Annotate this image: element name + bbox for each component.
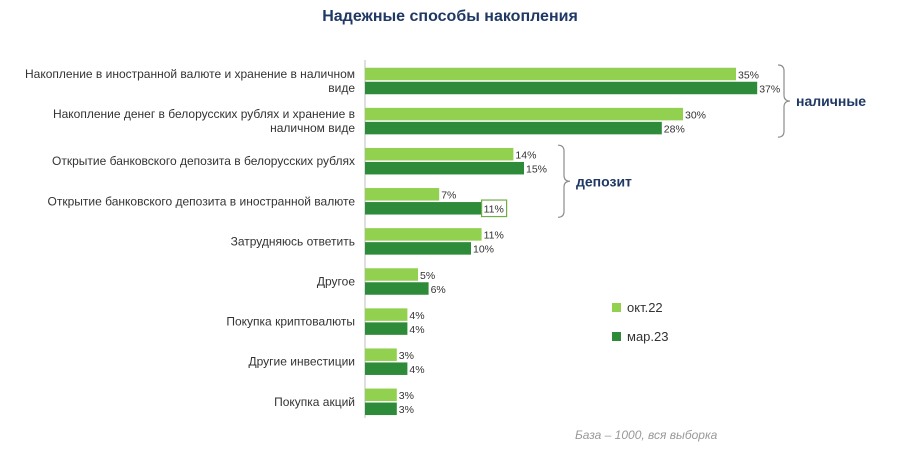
data-label: 7%	[441, 190, 456, 202]
data-label: 14%	[515, 149, 536, 161]
category-label: Другие инвестиции	[249, 355, 355, 369]
data-label: 5%	[420, 270, 435, 282]
bar-oct22	[365, 228, 482, 241]
data-label: 11%	[484, 204, 504, 216]
data-label: 4%	[409, 364, 424, 376]
legend-label: мар.23	[627, 329, 668, 344]
bar-oct22	[365, 308, 408, 321]
legend-swatch-mar23	[612, 332, 621, 341]
bar-oct22	[365, 188, 440, 201]
group-bracket	[557, 144, 571, 218]
category-label: Открытие банковского депозита в белорусс…	[52, 154, 355, 168]
data-label: 4%	[409, 310, 424, 322]
bar-mar23	[365, 121, 662, 135]
data-label: 3%	[399, 350, 414, 362]
highlight-box	[481, 199, 508, 218]
category-label: Другое	[317, 275, 355, 289]
legend-label: окт.22	[627, 300, 663, 315]
group-label: депозит	[576, 173, 632, 189]
bar-mar23	[365, 242, 471, 255]
category-label: Покупка акций	[274, 395, 355, 409]
data-label: 37%	[759, 83, 780, 95]
data-label: 6%	[431, 284, 446, 296]
category-label: Накопление в иностранной валюте и хранен…	[25, 67, 355, 95]
group-bracket	[777, 64, 791, 138]
bar-mar23	[365, 81, 758, 95]
category-label: Накопление денег в белорусских рублях и …	[53, 107, 355, 135]
bar-oct22	[365, 388, 397, 402]
data-label: 28%	[664, 123, 685, 135]
data-label: 10%	[473, 244, 494, 256]
data-label: 30%	[685, 109, 706, 121]
bar-mar23	[365, 202, 482, 215]
bar-oct22	[365, 348, 397, 361]
category-label: Покупка криптовалюты	[226, 315, 355, 329]
bar-oct22	[365, 67, 736, 81]
bar-mar23	[365, 282, 429, 295]
bar-oct22	[365, 147, 514, 161]
bar-oct22	[365, 107, 683, 121]
data-label: 3%	[399, 390, 414, 402]
bar-mar23	[365, 161, 524, 175]
chart-title: Надежные способы накопления	[322, 8, 578, 25]
footnote: База – 1000, вся выборка	[575, 428, 718, 442]
group-label: наличные	[796, 93, 866, 109]
data-label: 15%	[526, 163, 547, 175]
data-label: 3%	[399, 404, 414, 416]
data-label: 11%	[484, 230, 504, 242]
data-label: 35%	[738, 69, 759, 81]
category-label: Затрудняюсь ответить	[231, 234, 355, 248]
bar-mar23	[365, 402, 397, 416]
bar-mar23	[365, 362, 408, 375]
bar-mar23	[365, 322, 408, 335]
category-label: Открытие банковского депозита в иностран…	[48, 194, 356, 208]
legend-swatch-oct22	[612, 303, 621, 312]
bar-oct22	[365, 268, 418, 281]
data-label: 4%	[409, 324, 424, 336]
